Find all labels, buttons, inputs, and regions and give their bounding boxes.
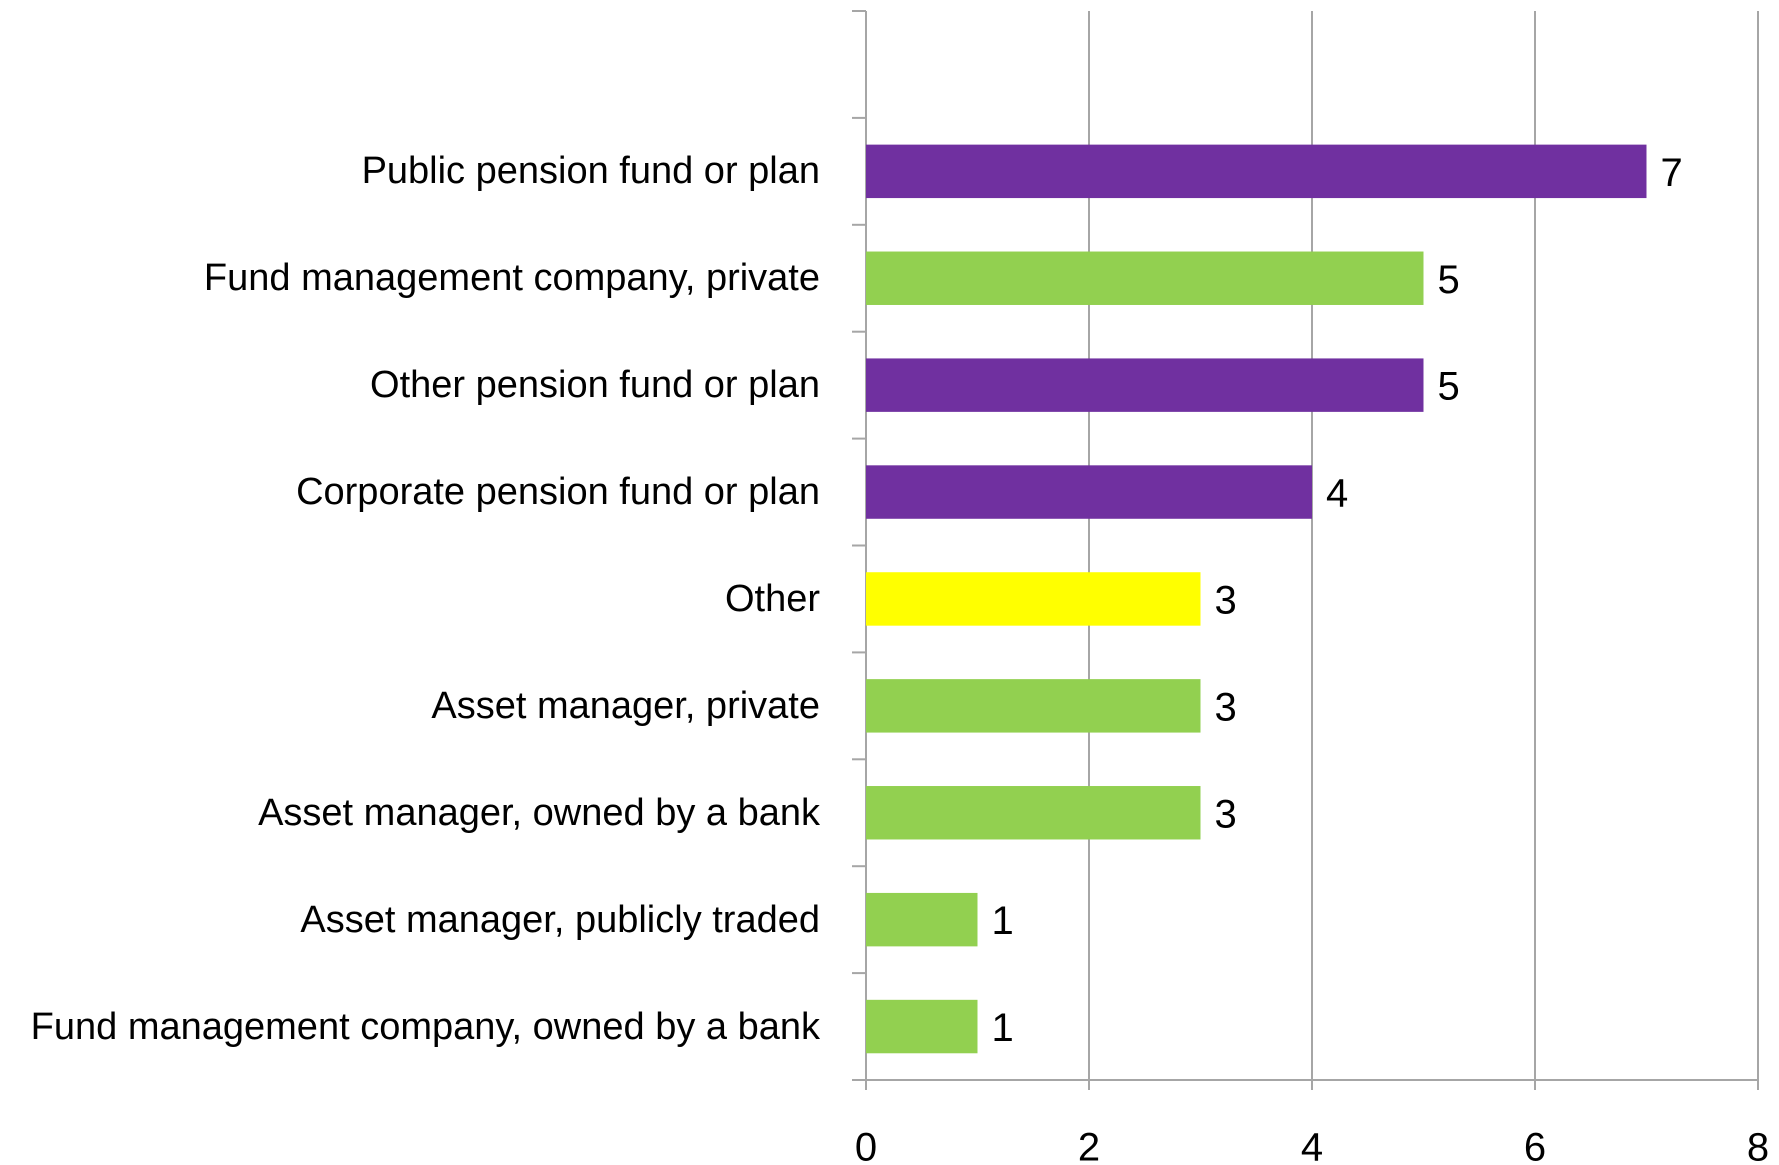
value-label: 3 [1215, 792, 1237, 836]
value-label: 3 [1215, 579, 1237, 623]
x-tick-label: 2 [1078, 1126, 1100, 1165]
bar [866, 892, 978, 947]
y-tick-label: Fund management company, private [203, 257, 820, 300]
value-label: 4 [1326, 472, 1348, 516]
value-label: 3 [1215, 685, 1237, 729]
bar [866, 786, 1201, 840]
value-label: 5 [1438, 365, 1460, 409]
value-label: 5 [1438, 258, 1460, 302]
x-tick-label: 4 [1301, 1126, 1323, 1165]
y-tick-label: Public pension fund or plan [361, 150, 820, 193]
bar [866, 679, 1201, 733]
y-tick-label: Other [724, 577, 820, 620]
y-tick-label: Asset manager, private [431, 684, 820, 727]
value-label: 1 [992, 1006, 1014, 1050]
bar [866, 358, 1424, 412]
bar [866, 999, 978, 1054]
y-tick-label: Fund management company, owned by a bank [30, 1005, 820, 1048]
y-tick-label: Asset manager, publicly traded [300, 898, 820, 941]
value-label: 7 [1661, 151, 1683, 195]
bar [866, 251, 1424, 305]
y-tick-label: Other pension fund or plan [370, 364, 820, 407]
y-tick-label: Corporate pension fund or plan [296, 471, 820, 514]
x-tick-label: 8 [1747, 1126, 1769, 1165]
bar [866, 572, 1201, 626]
x-tick-label: 0 [855, 1126, 877, 1165]
bar [866, 144, 1647, 199]
bar [866, 465, 1312, 519]
x-tick-label: 6 [1524, 1126, 1546, 1165]
y-tick-label: Asset manager, owned by a bank [258, 791, 820, 834]
value-label: 1 [992, 899, 1014, 943]
